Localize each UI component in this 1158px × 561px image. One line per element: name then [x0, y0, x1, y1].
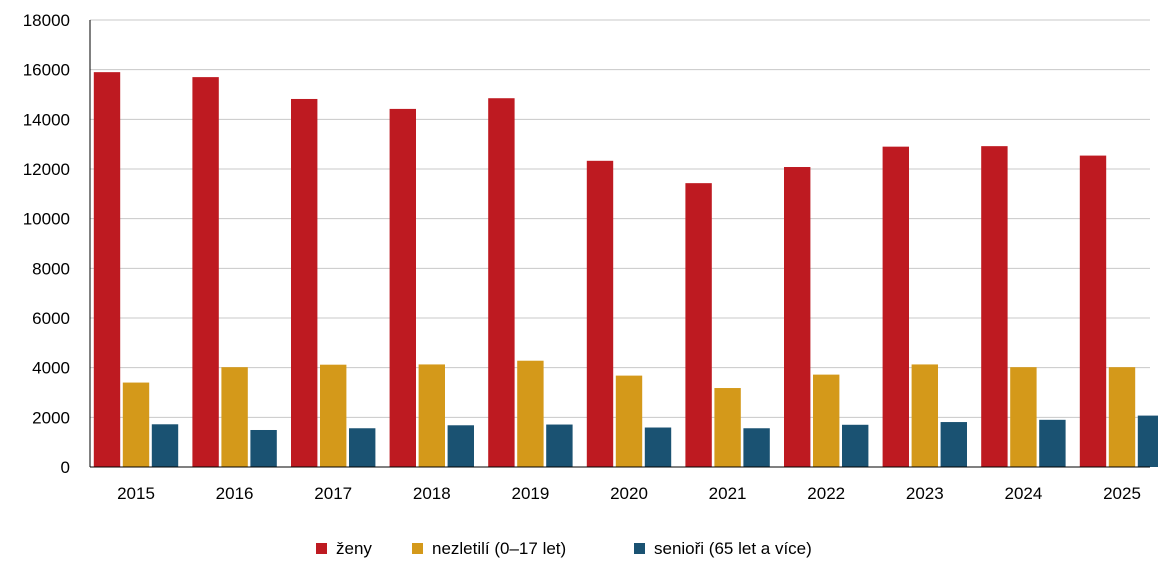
y-tick-label: 18000 [23, 11, 70, 30]
y-tick-label: 14000 [23, 110, 70, 129]
bar-2025-s0 [1079, 155, 1107, 467]
bar-2022-s0 [784, 167, 811, 467]
y-tick-label: 10000 [23, 210, 70, 229]
bar-2018-s0 [389, 108, 416, 468]
legend-swatch [634, 543, 645, 554]
gridlines [90, 19, 1150, 418]
x-axis-tick-labels: 2015 2016 2017 2018 2019 2020 2021 2022 2023 2024… [117, 484, 1141, 503]
x-tick-label: 2021 [709, 484, 747, 503]
legend-label: nezletilí (0–17 let) [432, 539, 566, 558]
bar-2023-s1 [911, 364, 938, 467]
bar-2020-s1 [615, 375, 643, 467]
x-tick-label: 2025 [1103, 484, 1141, 503]
bar-2021-s2 [743, 428, 770, 467]
y-axis-tick-labels: 0 2000 4000 6000 8000 10000 12000 14000 16000 180… [23, 11, 70, 477]
bar-2017-s0 [291, 98, 318, 467]
x-tick-label: 2018 [413, 484, 451, 503]
bar-2015-s0 [93, 72, 121, 468]
y-tick-label: 2000 [32, 408, 70, 427]
y-tick-label: 4000 [32, 359, 70, 378]
bar-2020-s0 [586, 160, 614, 467]
bar-2020-s2 [644, 427, 672, 467]
bar-2024-s0 [981, 146, 1008, 468]
bar-2023-s2 [940, 422, 967, 467]
bar-2025-s2 [1137, 415, 1158, 467]
bar-2016-s0 [192, 77, 219, 467]
bar-2019-s0 [488, 98, 515, 467]
bar-2017-s1 [320, 364, 347, 467]
y-tick-label: 16000 [23, 61, 70, 80]
bar-2025-s1 [1108, 367, 1136, 467]
bar-2024-s1 [1010, 367, 1037, 467]
bar-2021-s0 [685, 183, 712, 467]
bar-2019-s1 [517, 360, 544, 467]
bar-2021-s1 [714, 388, 741, 467]
y-tick-label: 6000 [32, 309, 70, 328]
bars [93, 72, 1158, 468]
bar-2015-s2 [151, 424, 179, 467]
x-tick-label: 2023 [906, 484, 944, 503]
x-tick-label: 2016 [216, 484, 254, 503]
bar-2018-s1 [418, 364, 445, 467]
legend-label: ženy [336, 539, 372, 558]
bar-2022-s1 [813, 374, 840, 467]
bar-2017-s2 [349, 428, 376, 467]
legend-label: senioři (65 let a více) [654, 539, 812, 558]
x-tick-label: 2022 [807, 484, 845, 503]
y-tick-label: 0 [61, 458, 70, 477]
bar-2018-s2 [447, 425, 474, 467]
legend-swatch [316, 543, 327, 554]
bar-2023-s0 [882, 146, 909, 467]
y-tick-label: 12000 [23, 160, 70, 179]
x-tick-label: 2024 [1004, 484, 1042, 503]
bar-2022-s2 [842, 424, 869, 467]
x-tick-label: 2017 [314, 484, 352, 503]
x-tick-label: 2020 [610, 484, 648, 503]
bar-2024-s2 [1039, 419, 1066, 467]
bar-2019-s2 [546, 424, 573, 467]
legend-swatch [412, 543, 423, 554]
bar-2015-s1 [122, 382, 150, 467]
legend: ženy nezletilí (0–17 let) senioři (65 let … [316, 539, 812, 558]
x-tick-label: 2019 [511, 484, 549, 503]
y-tick-label: 8000 [32, 259, 70, 278]
x-tick-label: 2015 [117, 484, 155, 503]
bar-2016-s1 [221, 367, 248, 467]
bar-2016-s2 [250, 429, 277, 467]
